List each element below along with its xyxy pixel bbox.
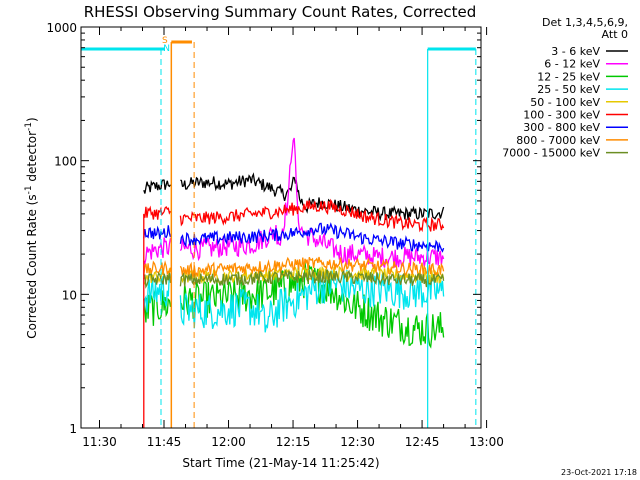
series-line (179, 268, 445, 288)
y-axis-label-sup1: -1 (24, 185, 34, 194)
series-line (143, 237, 172, 266)
generation-timestamp: 23-Oct-2021 17:18 (561, 468, 637, 477)
legend-label: 300 - 800 keV (523, 121, 600, 134)
y-tick-label: 1000 (46, 21, 77, 35)
y-axis-label-mid: detector (25, 131, 39, 186)
legend-item: 7000 - 15000 keV (502, 147, 628, 160)
series-layer (143, 137, 445, 428)
legend-label: 25 - 50 keV (537, 83, 600, 96)
legend-header-attenuator: Att 0 (602, 28, 628, 41)
plot-frame (80, 26, 482, 429)
legend-label: 100 - 300 keV (523, 109, 600, 122)
saa-marker-label: S (162, 36, 168, 46)
series-line (143, 179, 172, 194)
series-line (179, 198, 445, 233)
series-line (179, 222, 445, 253)
legend-label: 7000 - 15000 keV (502, 147, 600, 160)
series-100-300-kev (143, 198, 445, 233)
series-line (143, 260, 172, 276)
series-line (143, 288, 172, 326)
x-tick-label: 11:30 (82, 435, 117, 449)
series-line (143, 272, 172, 313)
x-axis-label: Start Time (21-May-14 11:25:42) (182, 456, 379, 470)
legend-item: 50 - 100 keV (530, 96, 628, 109)
series-7000-15000-kev (143, 268, 445, 289)
legend-item: 12 - 25 keV (537, 70, 628, 83)
legend-label: 3 - 6 keV (551, 45, 600, 58)
series-25-50-kev (143, 269, 445, 333)
y-axis-label: Corrected Count Rate (s-1 detector-1) (24, 117, 39, 338)
series-line (143, 205, 172, 220)
x-tick-label: 12:30 (340, 435, 375, 449)
y-axis-label-sup2: -1 (24, 122, 34, 131)
series-line (179, 137, 445, 268)
marker-layer: SN (81, 36, 477, 428)
legend-item: 25 - 50 keV (537, 83, 628, 96)
series-line (179, 256, 445, 279)
legend-header-detectors: Det 1,3,4,5,6,9, (542, 16, 628, 29)
legend-item: 100 - 300 keV (523, 109, 628, 122)
series-line (143, 271, 172, 289)
series-6-12-kev (143, 137, 445, 268)
series-line (180, 172, 445, 222)
x-axis: 11:30 11:45 12:00 12:15 12:30 12:45 13:00 (82, 27, 504, 449)
y-tick-label: 10 (62, 288, 77, 302)
series-800-7000-kev (143, 256, 445, 279)
legend-label: 6 - 12 keV (544, 58, 600, 71)
night-marker-label: N (163, 44, 170, 54)
legend-label: 800 - 7000 keV (516, 134, 600, 147)
legend-label: 12 - 25 keV (537, 70, 600, 83)
legend-item: 300 - 800 keV (523, 121, 628, 134)
x-tick-label: 13:00 (469, 435, 504, 449)
series-3-6-kev (143, 172, 445, 222)
y-axis-label-main: Corrected Count Rate (s (25, 194, 39, 338)
x-tick-label: 12:00 (211, 435, 246, 449)
x-tick-label: 11:45 (147, 435, 182, 449)
series-300-800-kev (143, 222, 445, 253)
legend-item: 800 - 7000 keV (516, 134, 628, 147)
legend-label: 50 - 100 keV (530, 96, 600, 109)
y-axis: 1 10 100 1000 (46, 21, 481, 436)
y-tick-label: 100 (54, 155, 77, 169)
x-tick-label: 12:45 (405, 435, 440, 449)
legend-item: 3 - 6 keV (551, 45, 628, 58)
y-axis-label-end: ) (25, 117, 39, 122)
series-line (143, 225, 172, 240)
legend-item: 6 - 12 keV (544, 58, 628, 71)
series-line (179, 269, 445, 333)
chart-title: RHESSI Observing Summary Count Rates, Co… (84, 3, 477, 21)
y-tick-label: 1 (69, 422, 77, 436)
x-tick-label: 12:15 (276, 435, 311, 449)
